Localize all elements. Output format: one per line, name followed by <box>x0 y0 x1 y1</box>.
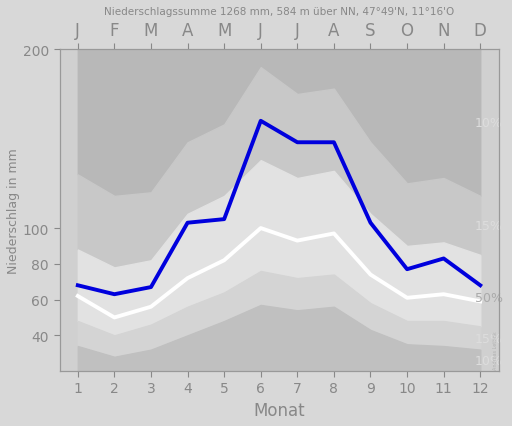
Text: 15%: 15% <box>475 219 503 232</box>
Text: 50%: 50% <box>475 292 503 305</box>
Title: Niederschlagssumme 1268 mm, 584 m über NN, 47°49'N, 11°16'O: Niederschlagssumme 1268 mm, 584 m über N… <box>104 7 454 17</box>
Text: Andreas Lettink: Andreas Lettink <box>493 331 498 369</box>
Text: 10%: 10% <box>475 117 503 130</box>
X-axis label: Monat: Monat <box>253 401 305 419</box>
Y-axis label: Niederschlag in mm: Niederschlag in mm <box>7 148 20 273</box>
Text: 10%: 10% <box>475 354 503 367</box>
Text: 15%: 15% <box>475 332 503 345</box>
